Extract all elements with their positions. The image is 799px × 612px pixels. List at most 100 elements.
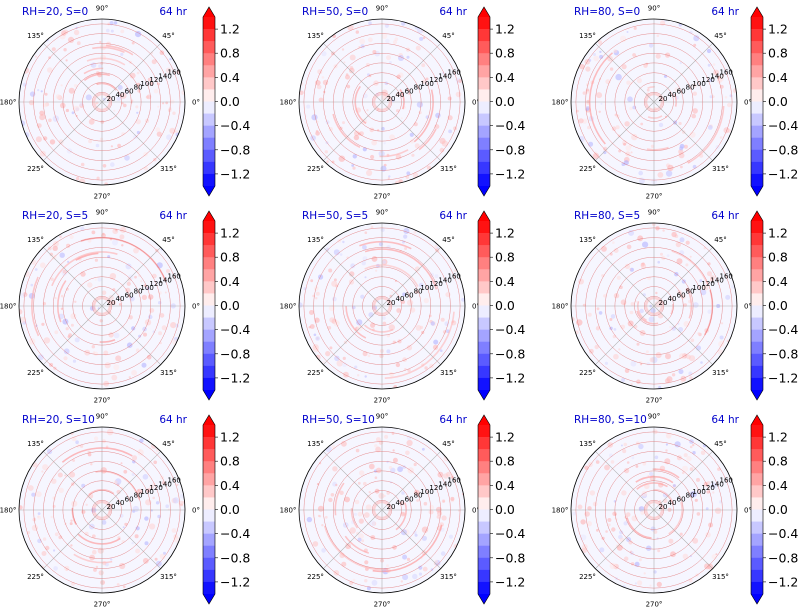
- radial-tick-label: 20: [659, 299, 668, 307]
- field-cell: [679, 61, 682, 65]
- field-cell: [364, 560, 369, 565]
- field-cell: [665, 449, 668, 452]
- field-cell: [636, 342, 640, 346]
- field-cell: [401, 300, 405, 304]
- colorbar-outline: [750, 414, 764, 605]
- colorbar-tick-label: −0.4: [220, 322, 250, 337]
- panel-title: RH=50, S=0: [302, 6, 368, 18]
- field-cell: [147, 77, 152, 82]
- colorbar-segment: [751, 521, 763, 534]
- field-cell: [685, 263, 689, 267]
- colorbar-tick-label: 1.2: [495, 226, 515, 241]
- polar-frame: [298, 18, 466, 186]
- angular-gridline: [43, 305, 103, 365]
- field-cell: [386, 55, 391, 61]
- field-cell: [367, 37, 373, 43]
- field-cell: [342, 121, 345, 125]
- field-cell: [55, 94, 61, 100]
- angular-gridline: [323, 305, 383, 365]
- radial-tick-label: 40: [668, 91, 677, 99]
- field-cell: [692, 537, 699, 544]
- field-cell: [626, 80, 631, 85]
- field-cell: [155, 501, 160, 505]
- radial-tick-label: 160: [168, 273, 181, 281]
- colorbar-tick-label: 0.4: [495, 70, 515, 85]
- field-cell: [313, 286, 319, 291]
- field-cell: [135, 526, 140, 531]
- field-cell: [85, 503, 88, 506]
- angle-tick-label: 315°: [440, 369, 457, 377]
- field-cell: [386, 460, 389, 464]
- field-cell: [331, 444, 336, 449]
- radial-tick-label: 80: [686, 84, 695, 92]
- colorbar-segment: [751, 53, 763, 66]
- field-cell: [176, 483, 179, 486]
- field-cell: [58, 487, 64, 493]
- radial-gridline: [313, 237, 451, 375]
- field-cell: [439, 522, 445, 527]
- colorbar-outline: [750, 6, 764, 197]
- field-cell: [645, 350, 649, 354]
- field-cell: [113, 364, 120, 371]
- field-cell: [63, 356, 68, 361]
- field-cell: [612, 241, 615, 244]
- field-cell: [587, 125, 591, 130]
- field-texture: [299, 21, 462, 185]
- colorbar-segment: [203, 461, 215, 474]
- field-cell: [403, 234, 408, 239]
- field-cell: [349, 580, 354, 586]
- field-cell: [422, 566, 428, 572]
- field-cell: [342, 240, 345, 244]
- field-cell: [129, 72, 136, 79]
- radial-tick-label: 40: [116, 91, 125, 99]
- field-cell: [386, 245, 391, 250]
- radial-gridline: [303, 227, 461, 385]
- field-cell: [596, 307, 600, 311]
- field-cell: [692, 451, 696, 455]
- field-cell: [672, 484, 676, 488]
- field-cell: [161, 481, 166, 485]
- field-cell: [646, 362, 650, 366]
- field-cell: [680, 165, 683, 169]
- field-cell: [723, 127, 730, 134]
- field-streak: [635, 475, 674, 484]
- field-cell: [125, 287, 131, 293]
- radial-tick-label: 40: [116, 499, 125, 507]
- radial-tick-label: 100: [420, 488, 433, 496]
- field-cell: [354, 365, 358, 369]
- field-cell: [181, 90, 185, 96]
- field-cell: [57, 472, 63, 478]
- field-cell: [621, 64, 627, 70]
- field-cell: [47, 67, 53, 73]
- field-cell: [707, 309, 712, 314]
- field-cell: [692, 108, 698, 114]
- field-cell: [113, 21, 118, 25]
- field-cell: [400, 580, 403, 583]
- field-cell: [37, 512, 41, 515]
- radial-tick-label: 100: [140, 488, 153, 496]
- colorbar-segment: [751, 425, 763, 438]
- field-cell: [446, 471, 451, 477]
- field-cell: [409, 139, 415, 144]
- colorbar-extend-max: [751, 415, 763, 425]
- field-streak: [51, 251, 118, 287]
- field-cell: [87, 282, 93, 288]
- angular-gridline: [43, 43, 103, 103]
- field-streak: [83, 67, 104, 75]
- field-cell: [343, 371, 349, 378]
- polar-panel: 0°45°90°135°180°225°270°315°20 40 60 801001…: [552, 209, 752, 405]
- field-cell: [135, 548, 141, 554]
- field-cell: [329, 346, 333, 350]
- field-cell: [576, 319, 583, 326]
- field-cell: [621, 377, 626, 383]
- field-cell: [601, 246, 607, 252]
- field-cell: [65, 287, 69, 291]
- field-cell: [679, 146, 684, 151]
- colorbar-segment: [751, 377, 763, 391]
- field-cell: [389, 134, 395, 141]
- radial-gridline: [62, 470, 142, 550]
- radial-tick-label: 40: [668, 499, 677, 507]
- field-cell: [362, 244, 367, 250]
- field-cell: [448, 129, 452, 134]
- radial-gridline: [91, 91, 113, 113]
